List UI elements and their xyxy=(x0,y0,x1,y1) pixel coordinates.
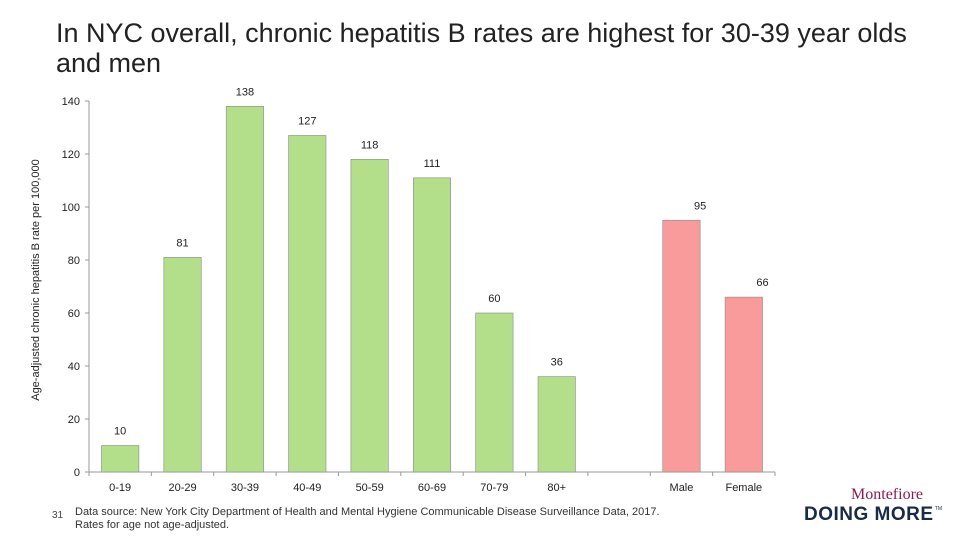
x-tick-label: 60-69 xyxy=(418,482,446,494)
y-tick-label: 120 xyxy=(62,149,80,161)
bar-70-79 xyxy=(475,312,514,473)
y-tick-label: 80 xyxy=(68,255,80,267)
x-tick-label: Male xyxy=(670,482,694,494)
page-number: 31 xyxy=(52,510,64,521)
y-axis-ticks: 0 20 40 60 80 100 120 140 xyxy=(62,96,89,479)
bar-0-19 xyxy=(101,445,140,473)
y-tick-label: 0 xyxy=(74,467,80,479)
x-tick-label: 40-49 xyxy=(293,482,321,494)
data-label: 95 xyxy=(694,200,706,212)
x-tick-label: 0-19 xyxy=(109,482,131,494)
x-tick-label: 50-59 xyxy=(356,482,384,494)
y-tick-label: 60 xyxy=(68,308,80,320)
data-label: 111 xyxy=(424,158,441,170)
chart-bars xyxy=(101,106,763,473)
data-labels: 10 81 138 127 118 111 60 36 95 66 xyxy=(114,86,769,437)
bar-female xyxy=(724,296,763,473)
bar-male xyxy=(662,219,701,473)
x-tick-label: 70-79 xyxy=(480,482,508,494)
y-axis-label: Age-adjusted chronic hepatitis B rate pe… xyxy=(30,159,42,401)
bar-80- xyxy=(537,376,576,473)
x-tick-label: Female xyxy=(725,482,762,494)
logo-name: Montefiore xyxy=(851,486,923,503)
y-tick-label: 20 xyxy=(68,414,80,426)
montefiore-logo: Montefiore DOING MORE TM xyxy=(800,486,945,526)
source-line-1: Data source: New York City Department of… xyxy=(75,506,660,518)
y-tick-label: 40 xyxy=(68,361,80,373)
y-tick-label: 100 xyxy=(62,202,80,214)
logo-tagline: DOING MORE xyxy=(804,504,934,525)
bar-40-49 xyxy=(288,135,327,473)
logo-trademark: TM xyxy=(934,506,942,512)
page-title: In NYC overall, chronic hepatitis B rate… xyxy=(56,18,907,78)
data-label: 60 xyxy=(488,293,500,305)
data-label: 127 xyxy=(298,115,316,127)
x-axis-tick-labels: 0-19 20-29 30-39 40-49 50-59 60-69 70-79 80+ Mal… xyxy=(109,482,762,494)
bar-60-69 xyxy=(412,177,452,473)
data-label: 36 xyxy=(551,357,563,369)
data-label: 138 xyxy=(236,86,254,98)
bar-20-29 xyxy=(163,257,202,473)
data-label: 10 xyxy=(114,426,126,438)
y-tick-label: 140 xyxy=(62,96,80,108)
data-label: 118 xyxy=(361,139,379,151)
bar-30-39 xyxy=(225,106,264,473)
data-label: 81 xyxy=(176,237,188,249)
data-source-note: Data source: New York City Department of… xyxy=(75,506,660,532)
x-tick-label: 30-39 xyxy=(231,482,259,494)
source-line-2: Rates for age not age-adjusted. xyxy=(75,519,230,531)
bar-50-59 xyxy=(350,159,389,473)
x-tick-label: 80+ xyxy=(547,482,566,494)
data-label: 66 xyxy=(756,277,768,289)
x-tick-label: 20-29 xyxy=(168,482,196,494)
